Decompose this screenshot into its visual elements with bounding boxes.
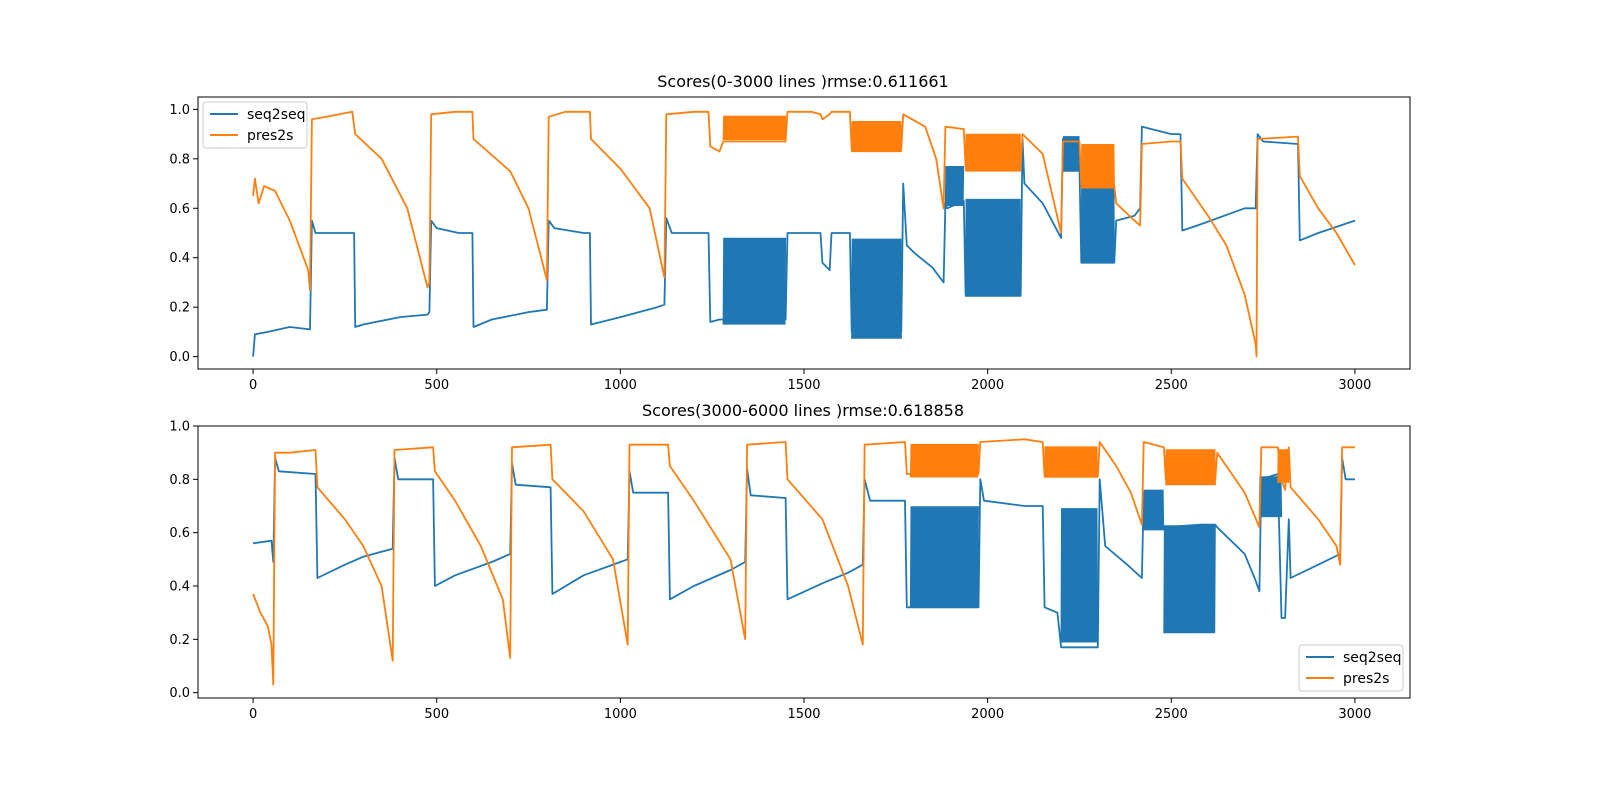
bottom-chart-series [252,438,1355,686]
bottom-chart-legend: seq2seq pres2s [1298,644,1404,692]
top-chart-legend: seq2seq pres2s [202,101,308,149]
bottom-seq2seq-oscillation-band [909,506,979,608]
bottom-x-tick-label: 0 [249,707,257,722]
top-x-tick-label: 0 [249,378,257,393]
bottom-pres2s-oscillation-band [1044,446,1099,478]
top-x-tick-label: 3000 [1338,378,1371,393]
bottom-pres2s-line [252,438,1355,686]
top-seq2seq-line [252,125,1356,357]
bottom-y-tick-label: 1.0 [169,420,190,435]
bottom-y-tick-label: 0.2 [169,633,190,648]
bottom-y-tick-label: 0.0 [169,686,190,701]
top-x-tick-label: 500 [424,378,449,393]
bottom-pres2s-oscillation-band [1165,449,1216,486]
top-seq2seq-oscillation-band [944,165,965,207]
top-pres2s-oscillation-band [965,133,1022,172]
top-y-tick-label: 0.6 [169,202,190,217]
bottom-chart-plot-area [252,438,1355,686]
top-chart: Scores(0-3000 lines )rmse:0.611661 0 500 1… [169,72,1411,393]
bottom-seq2seq-oscillation-band [1060,508,1099,643]
top-x-tick-label: 1500 [787,378,820,393]
top-pres2s-oscillation-band [1080,143,1115,189]
top-chart-title: Scores(0-3000 lines )rmse:0.611661 [657,72,948,91]
bottom-x-tick-label: 2500 [1155,707,1188,722]
top-chart-plot-area [252,110,1356,358]
top-seq2seq-oscillation-band [1080,175,1115,263]
bottom-chart-ticks: 0 500 1000 1500 2000 2500 3000 0.0 0.2 0.4 0.6 0.8 1… [169,420,1371,723]
bottom-x-tick-label: 1000 [604,707,637,722]
bottom-y-tick-label: 0.4 [169,580,190,595]
bottom-x-tick-label: 3000 [1338,707,1371,722]
top-seq2seq-oscillation-band [851,238,902,339]
top-legend-seq2seq-label: seq2seq [247,107,306,123]
bottom-y-tick-label: 0.8 [169,473,190,488]
top-seq2seq-oscillation-band [722,237,787,325]
top-y-tick-label: 0.8 [169,152,190,167]
top-seq2seq-oscillation-band [1062,136,1081,172]
top-x-tick-label: 2500 [1155,378,1188,393]
top-y-tick-label: 0.4 [169,251,190,266]
bottom-x-tick-label: 2000 [971,707,1004,722]
top-pres2s-oscillation-band [851,120,902,153]
top-pres2s-oscillation-band [722,115,787,141]
top-y-tick-label: 0.2 [169,301,190,316]
top-seq2seq-oscillation-band [965,198,1022,297]
bottom-legend-seq2seq-label: seq2seq [1343,650,1402,666]
bottom-pres2s-oscillation-band [909,443,979,478]
bottom-legend-pres2s-label: pres2s [1343,671,1389,687]
top-chart-ticks: 0 500 1000 1500 2000 2500 3000 0.0 0.2 0.4 0.6 0.8 1… [169,103,1371,393]
top-legend-pres2s-label: pres2s [247,128,293,144]
bottom-y-tick-label: 0.6 [169,526,190,541]
bottom-seq2seq-oscillation-band [1143,489,1165,531]
top-x-tick-label: 2000 [971,378,1004,393]
top-pres2s-line [252,110,1356,358]
bottom-x-tick-label: 1500 [787,707,820,722]
top-chart-series [252,110,1356,358]
bottom-seq2seq-oscillation-band [1163,525,1216,634]
top-y-tick-label: 1.0 [169,103,190,118]
top-x-tick-label: 1000 [604,378,637,393]
bottom-chart-title: Scores(3000-6000 lines )rmse:0.618858 [642,401,964,420]
bottom-x-tick-label: 500 [424,707,449,722]
bottom-chart: Scores(3000-6000 lines )rmse:0.618858 0 5… [169,401,1411,723]
top-y-tick-label: 0.0 [169,350,190,365]
